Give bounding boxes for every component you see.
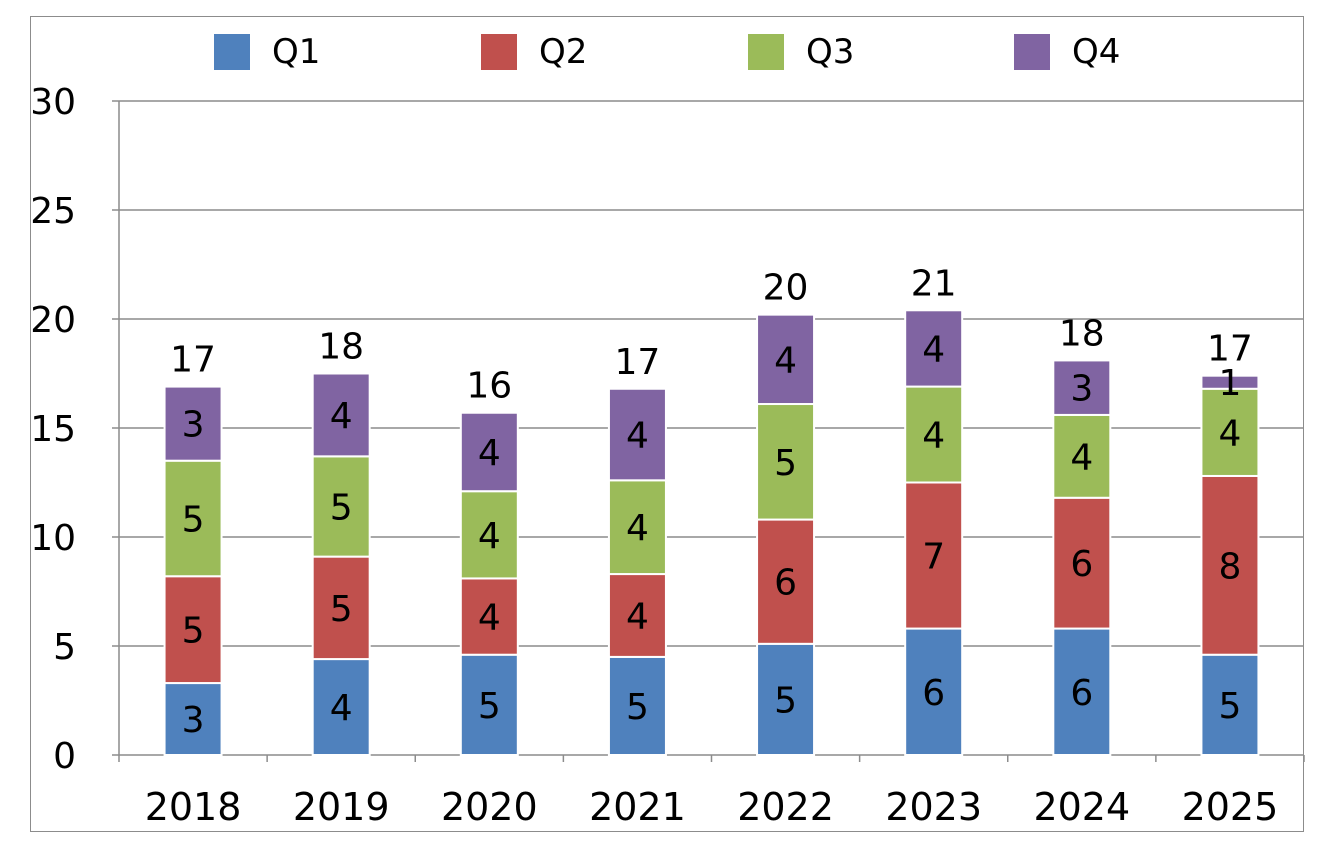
data-label-q2-2019: 5	[330, 589, 353, 630]
data-label-q3-2020: 4	[478, 516, 501, 557]
bar-segment-q2-2019	[311, 555, 371, 661]
legend-label-q4: Q4	[1072, 32, 1121, 72]
x-tick-label-2025: 2025	[1182, 785, 1279, 829]
bar-segment-q4-2019	[311, 372, 371, 458]
data-label-q1-2019: 4	[330, 688, 353, 729]
data-label-q3-2022: 5	[774, 443, 797, 484]
legend-swatch-q3	[748, 34, 784, 70]
legend-label-q2: Q2	[539, 32, 588, 72]
total-label-2025: 17	[1207, 329, 1253, 370]
bar-segment-q2-2020	[459, 577, 519, 656]
total-label-2021: 17	[615, 342, 661, 383]
data-label-q1-2020: 5	[478, 686, 501, 727]
bar-segment-q3-2021	[607, 479, 667, 576]
bar-segment-q3-2019	[311, 455, 371, 558]
x-tick-label-2020: 2020	[441, 785, 538, 829]
legend-item-q2: Q2	[481, 32, 587, 72]
data-label-q4-2018: 3	[182, 405, 205, 446]
x-tick-label-2024: 2024	[1033, 785, 1130, 829]
bar-segment-q1-2019	[311, 658, 371, 757]
legend-item-q1: Q1	[214, 32, 320, 72]
legend-item-q4: Q4	[1014, 32, 1120, 72]
bar-segment-q4-2022	[756, 313, 816, 406]
data-label-q1-2023: 6	[922, 673, 945, 714]
data-label-q1-2022: 5	[774, 680, 797, 721]
bar-segment-q3-2022	[756, 403, 816, 521]
x-tick-label-2023: 2023	[885, 785, 982, 829]
data-label-q2-2021: 4	[626, 596, 649, 637]
data-label-q1-2025: 5	[1218, 686, 1241, 727]
data-label-q4-2024: 3	[1070, 369, 1093, 410]
bar-segment-q4-2018	[163, 385, 223, 462]
total-label-2022: 20	[763, 268, 809, 309]
y-tick-label: 15	[30, 409, 76, 450]
data-label-q3-2025: 4	[1218, 413, 1241, 454]
total-label-2020: 16	[466, 366, 512, 407]
data-label-q2-2022: 6	[774, 563, 797, 604]
data-label-q4-2021: 4	[626, 416, 649, 457]
data-label-q2-2020: 4	[478, 598, 501, 639]
bar-segment-q4-2025	[1200, 374, 1260, 390]
legend-swatch-q2	[481, 34, 517, 70]
data-label-q4-2022: 4	[774, 340, 797, 381]
data-label-q4-2023: 4	[922, 329, 945, 370]
bar-segment-q2-2022	[756, 518, 816, 645]
bar-segment-q3-2023	[904, 385, 964, 484]
data-label-q2-2023: 7	[922, 537, 945, 578]
total-label-2023: 21	[911, 263, 957, 304]
data-label-q3-2023: 4	[922, 416, 945, 457]
y-tick-label: 25	[30, 191, 76, 232]
legend-label-q3: Q3	[806, 32, 855, 72]
data-label-q2-2018: 5	[182, 611, 205, 652]
y-tick-label: 30	[30, 82, 76, 123]
legend-item-q3: Q3	[748, 32, 854, 72]
y-tick-label: 20	[30, 300, 76, 341]
bar-segment-q4-2021	[607, 387, 667, 482]
data-label-q1-2024: 6	[1070, 673, 1093, 714]
data-label-q4-2020: 4	[478, 433, 501, 474]
data-label-q3-2024: 4	[1070, 437, 1093, 478]
data-label-q3-2021: 4	[626, 508, 649, 549]
bar-segment-q1-2022	[756, 642, 816, 757]
bar-segment-q2-2021	[607, 573, 667, 658]
legend-swatch-q4	[1014, 34, 1050, 70]
legend-swatch-q1	[214, 34, 250, 70]
total-label-2019: 18	[318, 327, 364, 368]
data-label-q1-2021: 5	[626, 687, 649, 728]
data-label-q4-2025: 1	[1218, 363, 1241, 404]
bar-segment-q3-2024	[1052, 413, 1112, 499]
y-tick-label: 10	[30, 518, 76, 559]
bar-segment-q3-2020	[459, 490, 519, 580]
x-tick-label-2019: 2019	[293, 785, 390, 829]
x-tick-label-2018: 2018	[145, 785, 242, 829]
data-label-q2-2024: 6	[1070, 544, 1093, 585]
x-tick-label-2021: 2021	[589, 785, 686, 829]
bar-segment-q3-2025	[1200, 387, 1260, 477]
legend: Q1 Q2 Q3 Q4	[0, 32, 1334, 72]
bar-segment-q2-2018	[163, 575, 223, 685]
data-label-q3-2019: 5	[330, 487, 353, 528]
bar-segment-q2-2025	[1200, 474, 1260, 656]
bar-segment-q1-2020	[459, 653, 519, 756]
total-label-2018: 17	[170, 340, 216, 381]
x-tick-label-2022: 2022	[737, 785, 834, 829]
y-tick-label: 0	[53, 736, 76, 777]
bar-segment-q4-2024	[1052, 359, 1112, 416]
legend-label-q1: Q1	[272, 32, 321, 72]
bar-segment-q4-2020	[459, 411, 519, 493]
data-label-q1-2018: 3	[182, 700, 205, 741]
y-tick-label: 5	[53, 627, 76, 668]
data-label-q3-2018: 5	[182, 499, 205, 540]
data-label-q2-2025: 8	[1218, 546, 1241, 587]
bar-segment-q4-2023	[904, 309, 964, 388]
total-label-2024: 18	[1059, 313, 1105, 354]
bar-segment-q1-2024	[1052, 627, 1112, 756]
data-label-q4-2019: 4	[330, 396, 353, 437]
bar-segment-q1-2023	[904, 627, 964, 756]
